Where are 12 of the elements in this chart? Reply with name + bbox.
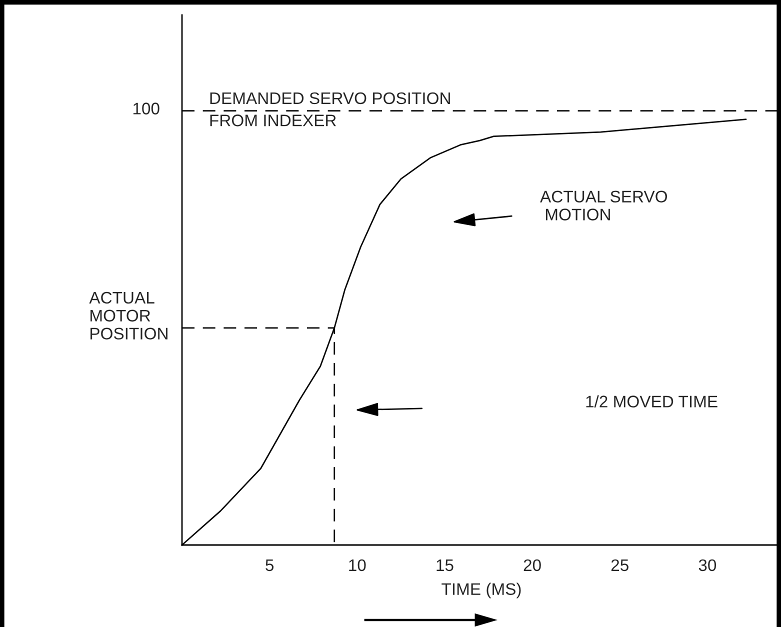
x-tick-label: 10 <box>349 559 366 572</box>
x-tick-label: 25 <box>611 559 628 572</box>
x-tick-label: 20 <box>524 559 541 572</box>
ref-line-label: DEMANDED SERVO POSITION FROM INDEXER <box>210 92 450 126</box>
x-tick-label: 15 <box>436 560 454 572</box>
x-tick-label: 30 <box>698 559 716 572</box>
y-axis-title: ACTUAL MOTOR POSITION <box>89 292 168 340</box>
annotation: ACTUAL SERVO MOTION <box>540 190 668 220</box>
x-tick-label: 5 <box>266 560 274 572</box>
annotation: 1/2 MOVED TIME <box>586 395 718 408</box>
text: 100 <box>133 102 160 114</box>
x-axis-title: TIME (MS) <box>442 582 521 598</box>
